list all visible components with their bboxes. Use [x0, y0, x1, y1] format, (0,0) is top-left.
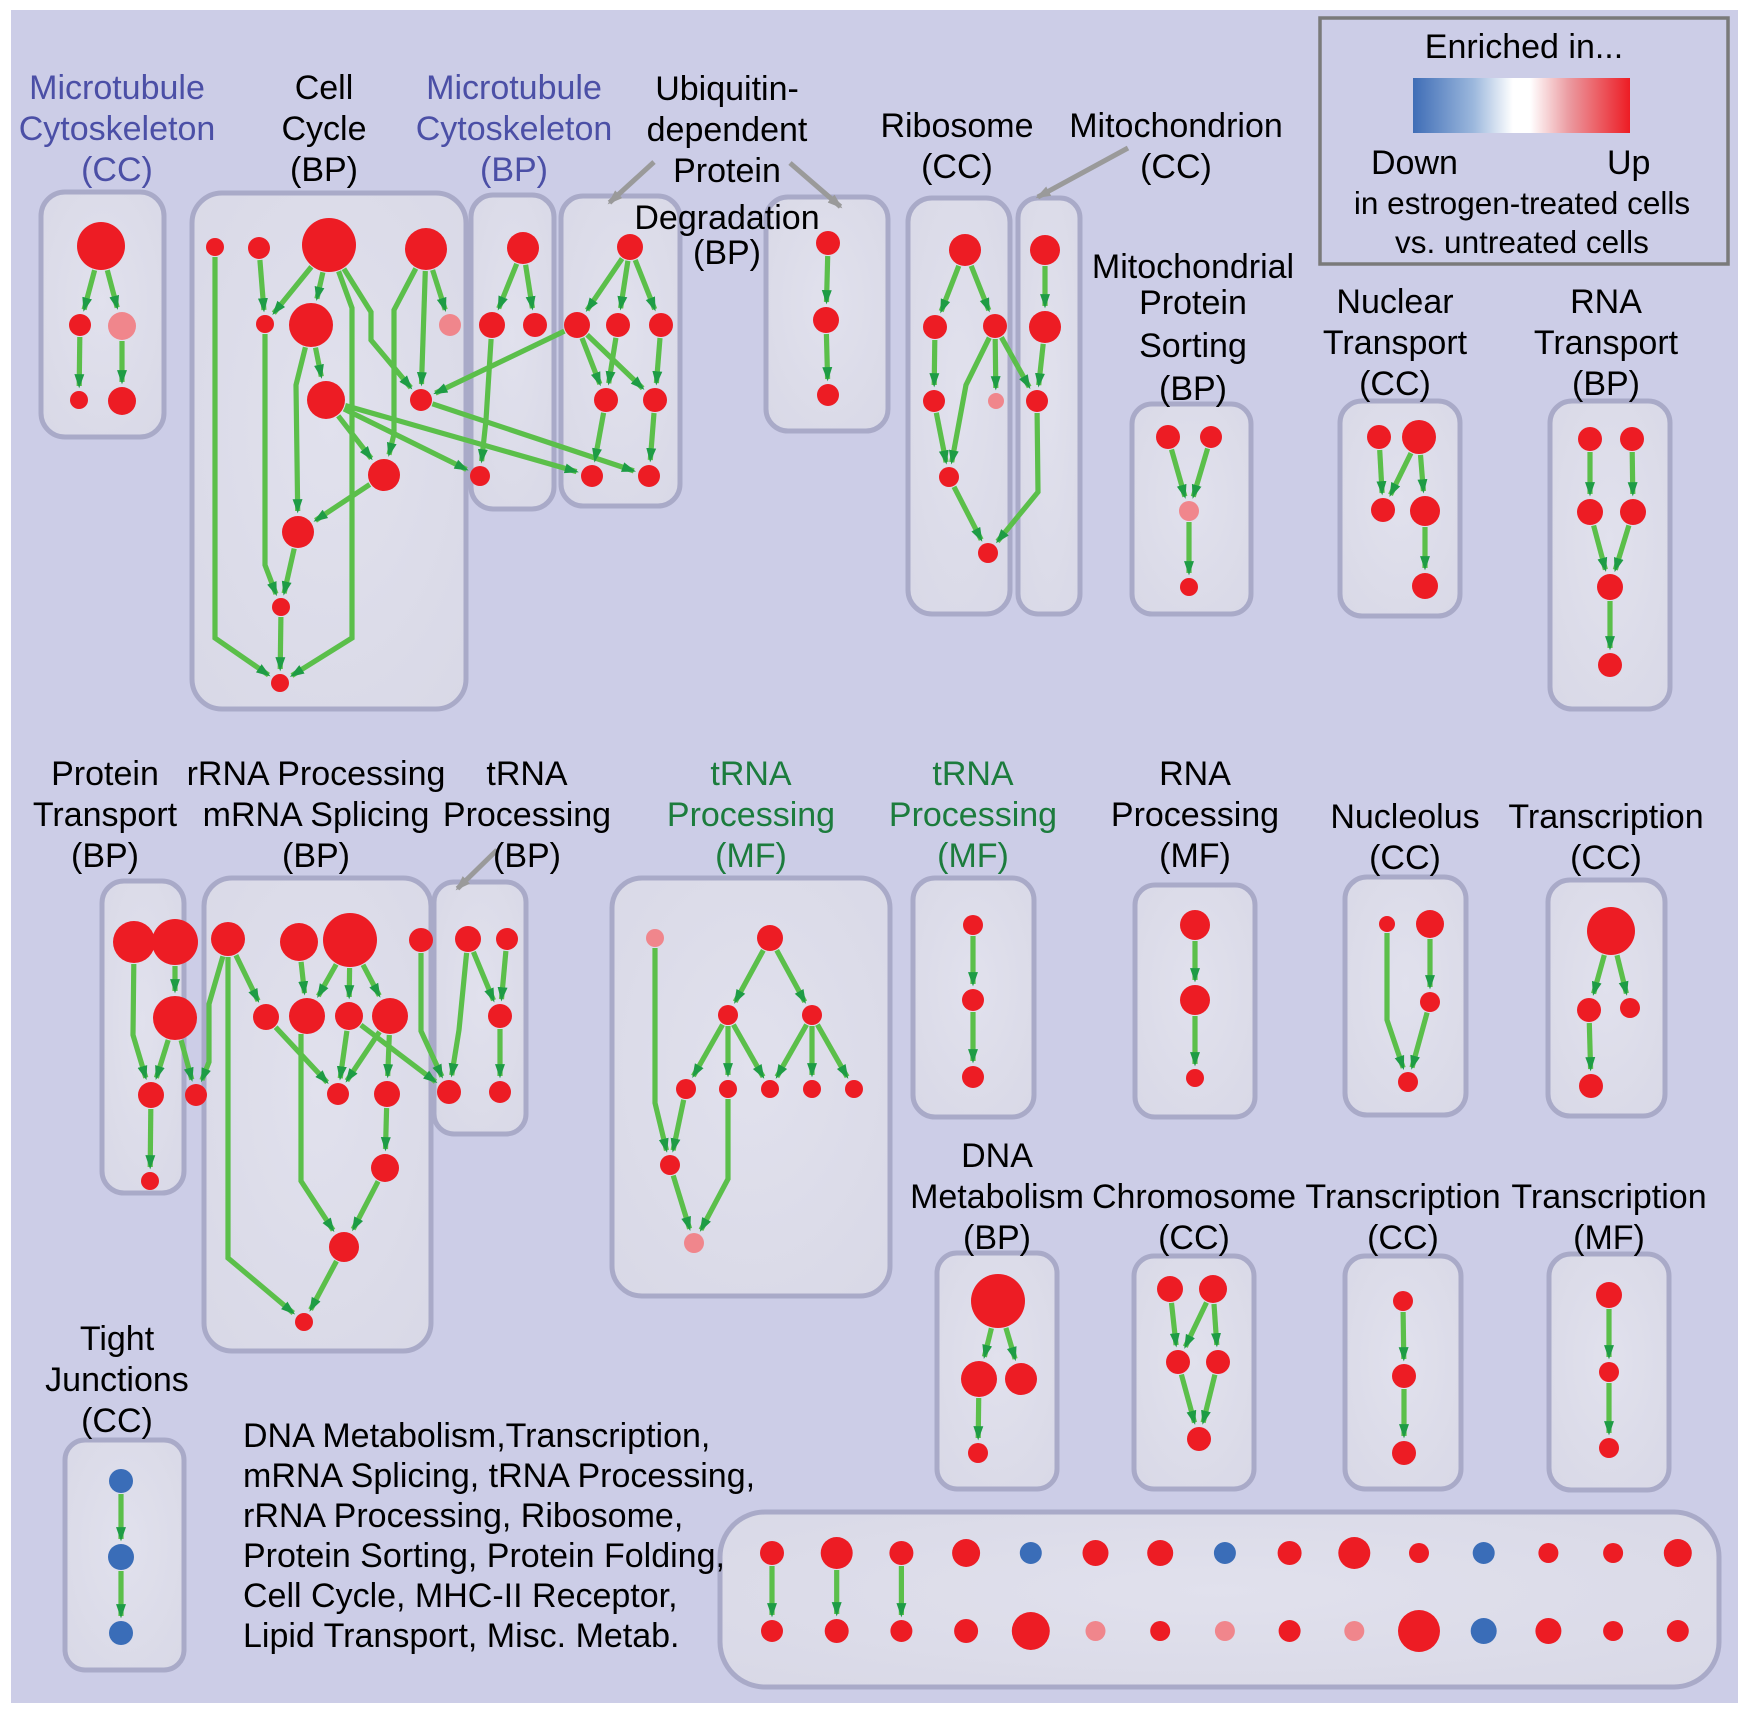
svg-text:Transport: Transport: [1323, 324, 1468, 362]
svg-text:Processing: Processing: [443, 796, 611, 834]
svg-text:Transcription: Transcription: [1511, 1178, 1706, 1216]
svg-text:Metabolism: Metabolism: [910, 1178, 1084, 1216]
svg-text:tRNA: tRNA: [932, 755, 1014, 793]
svg-text:Microtubule: Microtubule: [29, 69, 205, 107]
svg-text:(CC): (CC): [1359, 365, 1431, 403]
svg-text:Processing: Processing: [889, 796, 1057, 834]
svg-text:Mitochondrial: Mitochondrial: [1092, 248, 1294, 286]
svg-text:Down: Down: [1371, 144, 1458, 182]
svg-text:Processing: Processing: [667, 796, 835, 834]
svg-text:Degradation: Degradation: [634, 199, 819, 237]
svg-text:(BP): (BP): [693, 234, 761, 272]
svg-text:(CC): (CC): [1158, 1219, 1230, 1257]
svg-text:(CC): (CC): [921, 148, 993, 186]
svg-text:Up: Up: [1607, 144, 1650, 182]
svg-text:(BP): (BP): [1159, 370, 1227, 408]
svg-text:(BP): (BP): [493, 837, 561, 875]
svg-text:(BP): (BP): [1572, 365, 1640, 403]
svg-text:Cell: Cell: [295, 69, 354, 107]
svg-text:(BP): (BP): [480, 151, 548, 189]
svg-text:Transport: Transport: [33, 796, 178, 834]
svg-text:rRNA Processing: rRNA Processing: [187, 755, 446, 793]
svg-text:Mitochondrion: Mitochondrion: [1069, 107, 1283, 145]
svg-text:tRNA: tRNA: [710, 755, 792, 793]
svg-text:Processing: Processing: [1111, 796, 1279, 834]
svg-text:tRNA: tRNA: [486, 755, 568, 793]
svg-text:Chromosome: Chromosome: [1092, 1178, 1296, 1216]
svg-text:rRNA Processing, Ribosome,: rRNA Processing, Ribosome,: [243, 1497, 683, 1535]
svg-text:Cell Cycle, MHC-II Receptor,: Cell Cycle, MHC-II Receptor,: [243, 1577, 678, 1615]
svg-text:Sorting: Sorting: [1139, 327, 1247, 365]
svg-text:Microtubule: Microtubule: [426, 69, 602, 107]
svg-text:(MF): (MF): [937, 837, 1009, 875]
svg-text:(CC): (CC): [1367, 1219, 1439, 1257]
svg-text:(BP): (BP): [71, 837, 139, 875]
svg-text:Ubiquitin-: Ubiquitin-: [655, 70, 799, 108]
svg-text:mRNA Splicing, tRNA Processing: mRNA Splicing, tRNA Processing,: [243, 1457, 755, 1495]
svg-text:(BP): (BP): [963, 1219, 1031, 1257]
svg-text:DNA: DNA: [961, 1137, 1033, 1175]
svg-text:Tight: Tight: [80, 1320, 155, 1358]
svg-text:Ribosome: Ribosome: [880, 107, 1033, 145]
svg-text:Transcription: Transcription: [1508, 798, 1703, 836]
svg-text:Transcription: Transcription: [1305, 1178, 1500, 1216]
svg-text:(CC): (CC): [81, 1402, 153, 1440]
svg-text:(CC): (CC): [1140, 148, 1212, 186]
svg-text:Nuclear: Nuclear: [1336, 283, 1453, 321]
svg-text:mRNA Splicing: mRNA Splicing: [203, 796, 430, 834]
svg-text:Protein Sorting, Protein Foldi: Protein Sorting, Protein Folding,: [243, 1537, 725, 1575]
svg-text:(CC): (CC): [81, 151, 153, 189]
svg-text:in estrogen-treated cells: in estrogen-treated cells: [1354, 185, 1690, 221]
svg-text:Lipid Transport, Misc. Metab.: Lipid Transport, Misc. Metab.: [243, 1617, 680, 1655]
svg-text:Cycle: Cycle: [281, 110, 366, 148]
svg-text:(BP): (BP): [282, 837, 350, 875]
svg-text:(MF): (MF): [1573, 1219, 1645, 1257]
svg-text:Transport: Transport: [1534, 324, 1679, 362]
svg-text:Protein: Protein: [51, 755, 159, 793]
svg-text:(CC): (CC): [1369, 839, 1441, 877]
svg-text:(MF): (MF): [715, 837, 787, 875]
svg-text:Protein: Protein: [673, 152, 781, 190]
svg-text:Enriched in...: Enriched in...: [1425, 28, 1623, 66]
svg-text:Nucleolus: Nucleolus: [1330, 798, 1479, 836]
svg-text:vs. untreated cells: vs. untreated cells: [1395, 224, 1649, 260]
svg-text:(CC): (CC): [1570, 839, 1642, 877]
svg-text:(BP): (BP): [290, 151, 358, 189]
svg-text:DNA Metabolism,Transcription,: DNA Metabolism,Transcription,: [243, 1417, 710, 1455]
svg-text:Protein: Protein: [1139, 284, 1247, 322]
svg-text:Cytoskeleton: Cytoskeleton: [416, 110, 613, 148]
svg-text:RNA: RNA: [1159, 755, 1231, 793]
svg-text:dependent: dependent: [647, 111, 808, 149]
svg-text:RNA: RNA: [1570, 283, 1642, 321]
svg-text:(MF): (MF): [1159, 837, 1231, 875]
svg-text:Junctions: Junctions: [45, 1361, 189, 1399]
svg-text:Cytoskeleton: Cytoskeleton: [19, 110, 216, 148]
